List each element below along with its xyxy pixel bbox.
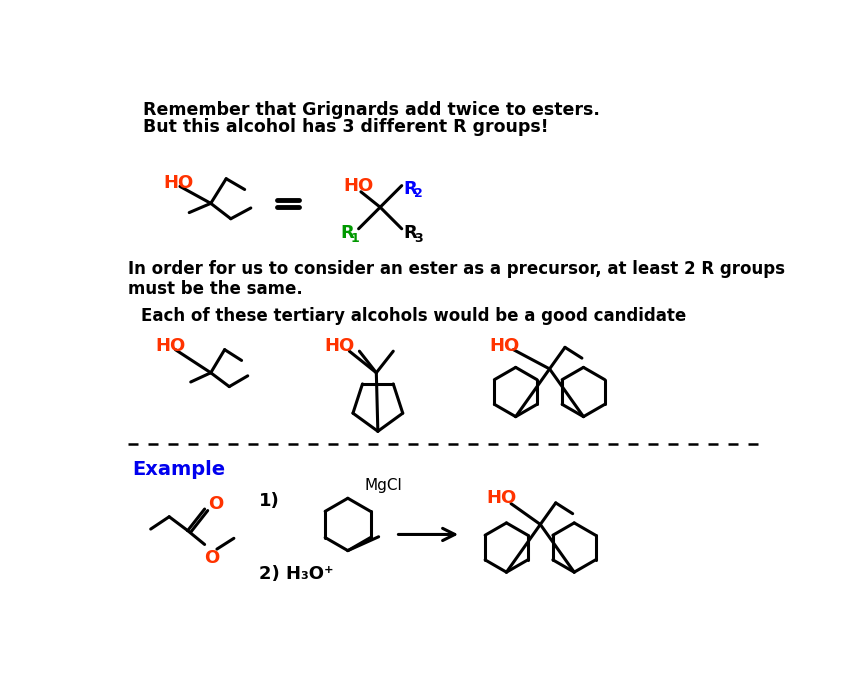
Text: HO: HO xyxy=(155,337,186,355)
Text: HO: HO xyxy=(486,489,516,508)
Text: HO: HO xyxy=(325,337,355,355)
Text: Remember that Grignards add twice to esters.: Remember that Grignards add twice to est… xyxy=(143,101,600,119)
Text: 3: 3 xyxy=(414,232,423,245)
Text: In order for us to consider an ester as a precursor, at least 2 R groups
must be: In order for us to consider an ester as … xyxy=(128,260,785,298)
Text: O: O xyxy=(207,496,223,513)
Text: 1): 1) xyxy=(259,492,279,510)
Text: O: O xyxy=(205,549,220,567)
Text: 2: 2 xyxy=(414,187,423,200)
Text: HO: HO xyxy=(163,174,194,192)
Text: Example: Example xyxy=(132,460,226,479)
Text: R: R xyxy=(404,180,417,198)
Text: HO: HO xyxy=(490,337,520,355)
Text: 1: 1 xyxy=(351,232,359,245)
Text: Each of these tertiary alcohols would be a good candidate: Each of these tertiary alcohols would be… xyxy=(141,307,687,326)
Text: But this alcohol has 3 different R groups!: But this alcohol has 3 different R group… xyxy=(143,118,549,136)
Text: R: R xyxy=(404,224,417,242)
Text: R: R xyxy=(340,224,354,242)
Text: HO: HO xyxy=(343,176,373,195)
Text: 2) H₃O⁺: 2) H₃O⁺ xyxy=(259,566,333,583)
Text: MgCl: MgCl xyxy=(365,478,403,493)
